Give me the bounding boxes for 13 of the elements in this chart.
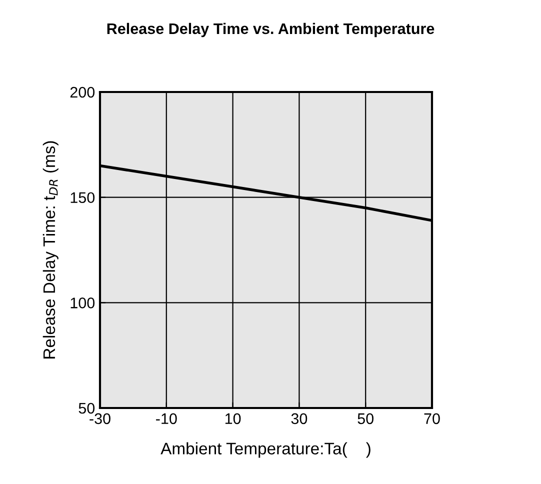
x-tick-label: 10 xyxy=(225,413,241,424)
x-tick-label: 30 xyxy=(291,413,308,424)
x-axis-title: Ambient Temperature:Ta( ) xyxy=(160,442,370,458)
y-axis-title: Release Delay Time: t$_{DR}$ (ms) xyxy=(42,141,58,358)
x-tick-label: -30 xyxy=(90,413,110,424)
y-tick-label: 200 xyxy=(70,86,95,98)
x-tick-label: -10 xyxy=(156,413,177,424)
x-tick-label: 50 xyxy=(358,413,374,424)
chart-title: Release Delay Time vs. Ambient Temperature xyxy=(107,22,434,38)
y-tick-label: 50 xyxy=(78,402,95,414)
x-tick-label: 70 xyxy=(424,413,440,424)
y-tick-label: 150 xyxy=(70,192,95,204)
y-tick-label: 100 xyxy=(70,298,95,308)
